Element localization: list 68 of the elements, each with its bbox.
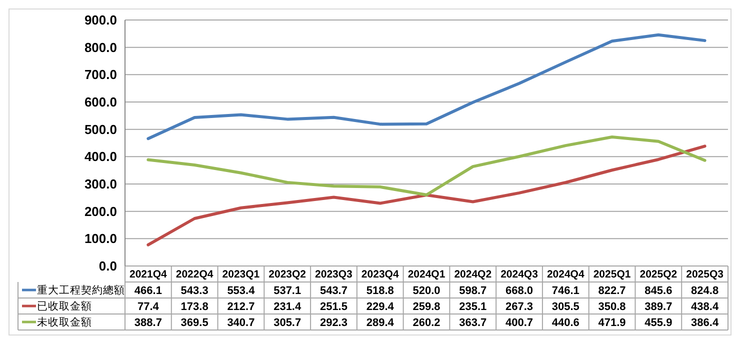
data-label: 537.1: [274, 284, 302, 297]
data-label: 520.0: [412, 284, 440, 297]
data-label: 543.7: [320, 284, 348, 297]
data-label: 518.8: [366, 284, 394, 297]
data-label: 746.1: [552, 284, 580, 297]
data-label: 77.4: [137, 300, 160, 313]
data-label: 668.0: [506, 284, 534, 297]
data-label: 400.7: [506, 316, 534, 329]
line-series: [146, 33, 706, 140]
data-label: 386.4: [691, 316, 720, 329]
y-tick-label: 0.0: [98, 258, 117, 274]
legend-label: 未收取金額: [37, 316, 92, 329]
data-label: 212.7: [227, 300, 255, 313]
x-tick-label: 2023Q1: [222, 268, 260, 281]
y-tick-label: 300.0: [84, 176, 117, 192]
data-label: 251.5: [320, 300, 348, 313]
data-label: 173.8: [180, 300, 208, 313]
data-label: 388.7: [134, 316, 162, 329]
data-label: 289.4: [366, 316, 395, 329]
data-label: 267.3: [506, 300, 534, 313]
x-tick-label: 2024Q2: [454, 268, 492, 281]
data-label: 340.7: [227, 316, 255, 329]
data-label: 369.5: [180, 316, 208, 329]
x-tick-label: 2025Q1: [593, 268, 631, 281]
data-label: 822.7: [598, 284, 626, 297]
x-tick-label: 2022Q4: [176, 268, 214, 281]
x-tick-label: 2024Q1: [408, 268, 446, 281]
y-tick-label: 500.0: [84, 122, 117, 137]
y-tick-label: 400.0: [84, 149, 117, 164]
line-series: [146, 144, 706, 246]
y-tick-label: 200.0: [84, 204, 117, 219]
data-label: 455.9: [644, 316, 672, 329]
data-label: 440.6: [552, 316, 580, 329]
data-label: 845.6: [644, 284, 672, 297]
data-label: 305.5: [552, 300, 580, 313]
data-label: 260.2: [412, 316, 440, 329]
y-tick-label: 900.0: [84, 12, 117, 28]
data-label: 292.3: [320, 316, 348, 329]
data-label: 389.7: [644, 300, 672, 313]
x-tick-label: 2024Q3: [500, 268, 538, 281]
data-label: 598.7: [459, 284, 487, 297]
data-label: 553.4: [227, 284, 256, 297]
x-tick-label: 2023Q2: [268, 268, 306, 281]
x-tick-label: 2025Q3: [686, 268, 724, 281]
data-label: 259.8: [412, 300, 440, 313]
data-label: 305.7: [274, 316, 302, 329]
y-tick-label: 100.0: [84, 231, 117, 246]
data-label: 466.1: [134, 284, 162, 297]
legend-label: 重大工程契約總額: [37, 284, 125, 297]
data-label: 229.4: [366, 300, 395, 313]
data-label: 235.1: [459, 300, 487, 313]
x-tick-label: 2024Q4: [546, 268, 584, 281]
data-label: 350.8: [598, 300, 626, 313]
data-label: 363.7: [459, 316, 487, 329]
y-tick-label: 700.0: [84, 67, 117, 82]
data-label: 543.3: [180, 284, 208, 297]
data-label: 231.4: [274, 300, 302, 313]
line-series: [146, 136, 706, 196]
data-label: 471.9: [598, 316, 626, 329]
data-label: 438.4: [691, 300, 720, 313]
x-tick-label: 2023Q3: [315, 268, 353, 281]
x-tick-label: 2023Q4: [361, 268, 399, 281]
x-tick-label: 2021Q4: [130, 268, 168, 281]
y-tick-label: 600.0: [84, 94, 117, 110]
legend-label: 已收取金額: [37, 300, 92, 313]
x-tick-label: 2025Q2: [640, 268, 678, 281]
y-tick-label: 800.0: [84, 40, 117, 55]
data-label: 824.8: [691, 284, 719, 297]
